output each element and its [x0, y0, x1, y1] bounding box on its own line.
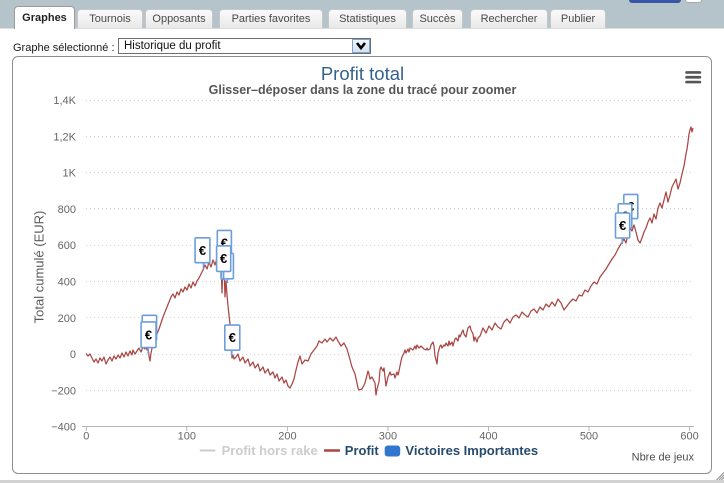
svg-text:€: €	[619, 218, 626, 233]
svg-text:1,2K: 1,2K	[53, 131, 76, 143]
svg-text:500: 500	[580, 431, 598, 443]
svg-text:Victoires Importantes: Victoires Importantes	[405, 443, 538, 458]
svg-text:0: 0	[83, 431, 89, 443]
svg-text:100: 100	[178, 431, 196, 443]
svg-text:−200: −200	[51, 385, 76, 397]
svg-text:200: 200	[278, 431, 296, 443]
svg-text:200: 200	[58, 313, 76, 325]
svg-text:−400: −400	[51, 422, 76, 434]
svg-text:€: €	[220, 251, 227, 266]
svg-text:400: 400	[479, 431, 497, 443]
svg-text:300: 300	[379, 431, 397, 443]
svg-text:Total cumulé (EUR): Total cumulé (EUR)	[32, 211, 47, 324]
svg-text:Profit hors rake: Profit hors rake	[222, 443, 318, 458]
svg-text:400: 400	[58, 277, 76, 289]
svg-text:600: 600	[680, 431, 698, 443]
svg-text:€: €	[199, 243, 206, 258]
svg-text:1,4K: 1,4K	[53, 95, 76, 107]
svg-text:Profit: Profit	[345, 443, 380, 458]
svg-text:600: 600	[58, 240, 76, 252]
svg-text:€: €	[229, 330, 236, 345]
svg-text:800: 800	[58, 204, 76, 216]
svg-text:Nbre de jeux: Nbre de jeux	[632, 452, 695, 464]
svg-text:€: €	[145, 327, 152, 342]
svg-text:1K: 1K	[63, 168, 77, 180]
svg-text:€: €	[221, 235, 228, 250]
svg-text:0: 0	[70, 349, 76, 361]
